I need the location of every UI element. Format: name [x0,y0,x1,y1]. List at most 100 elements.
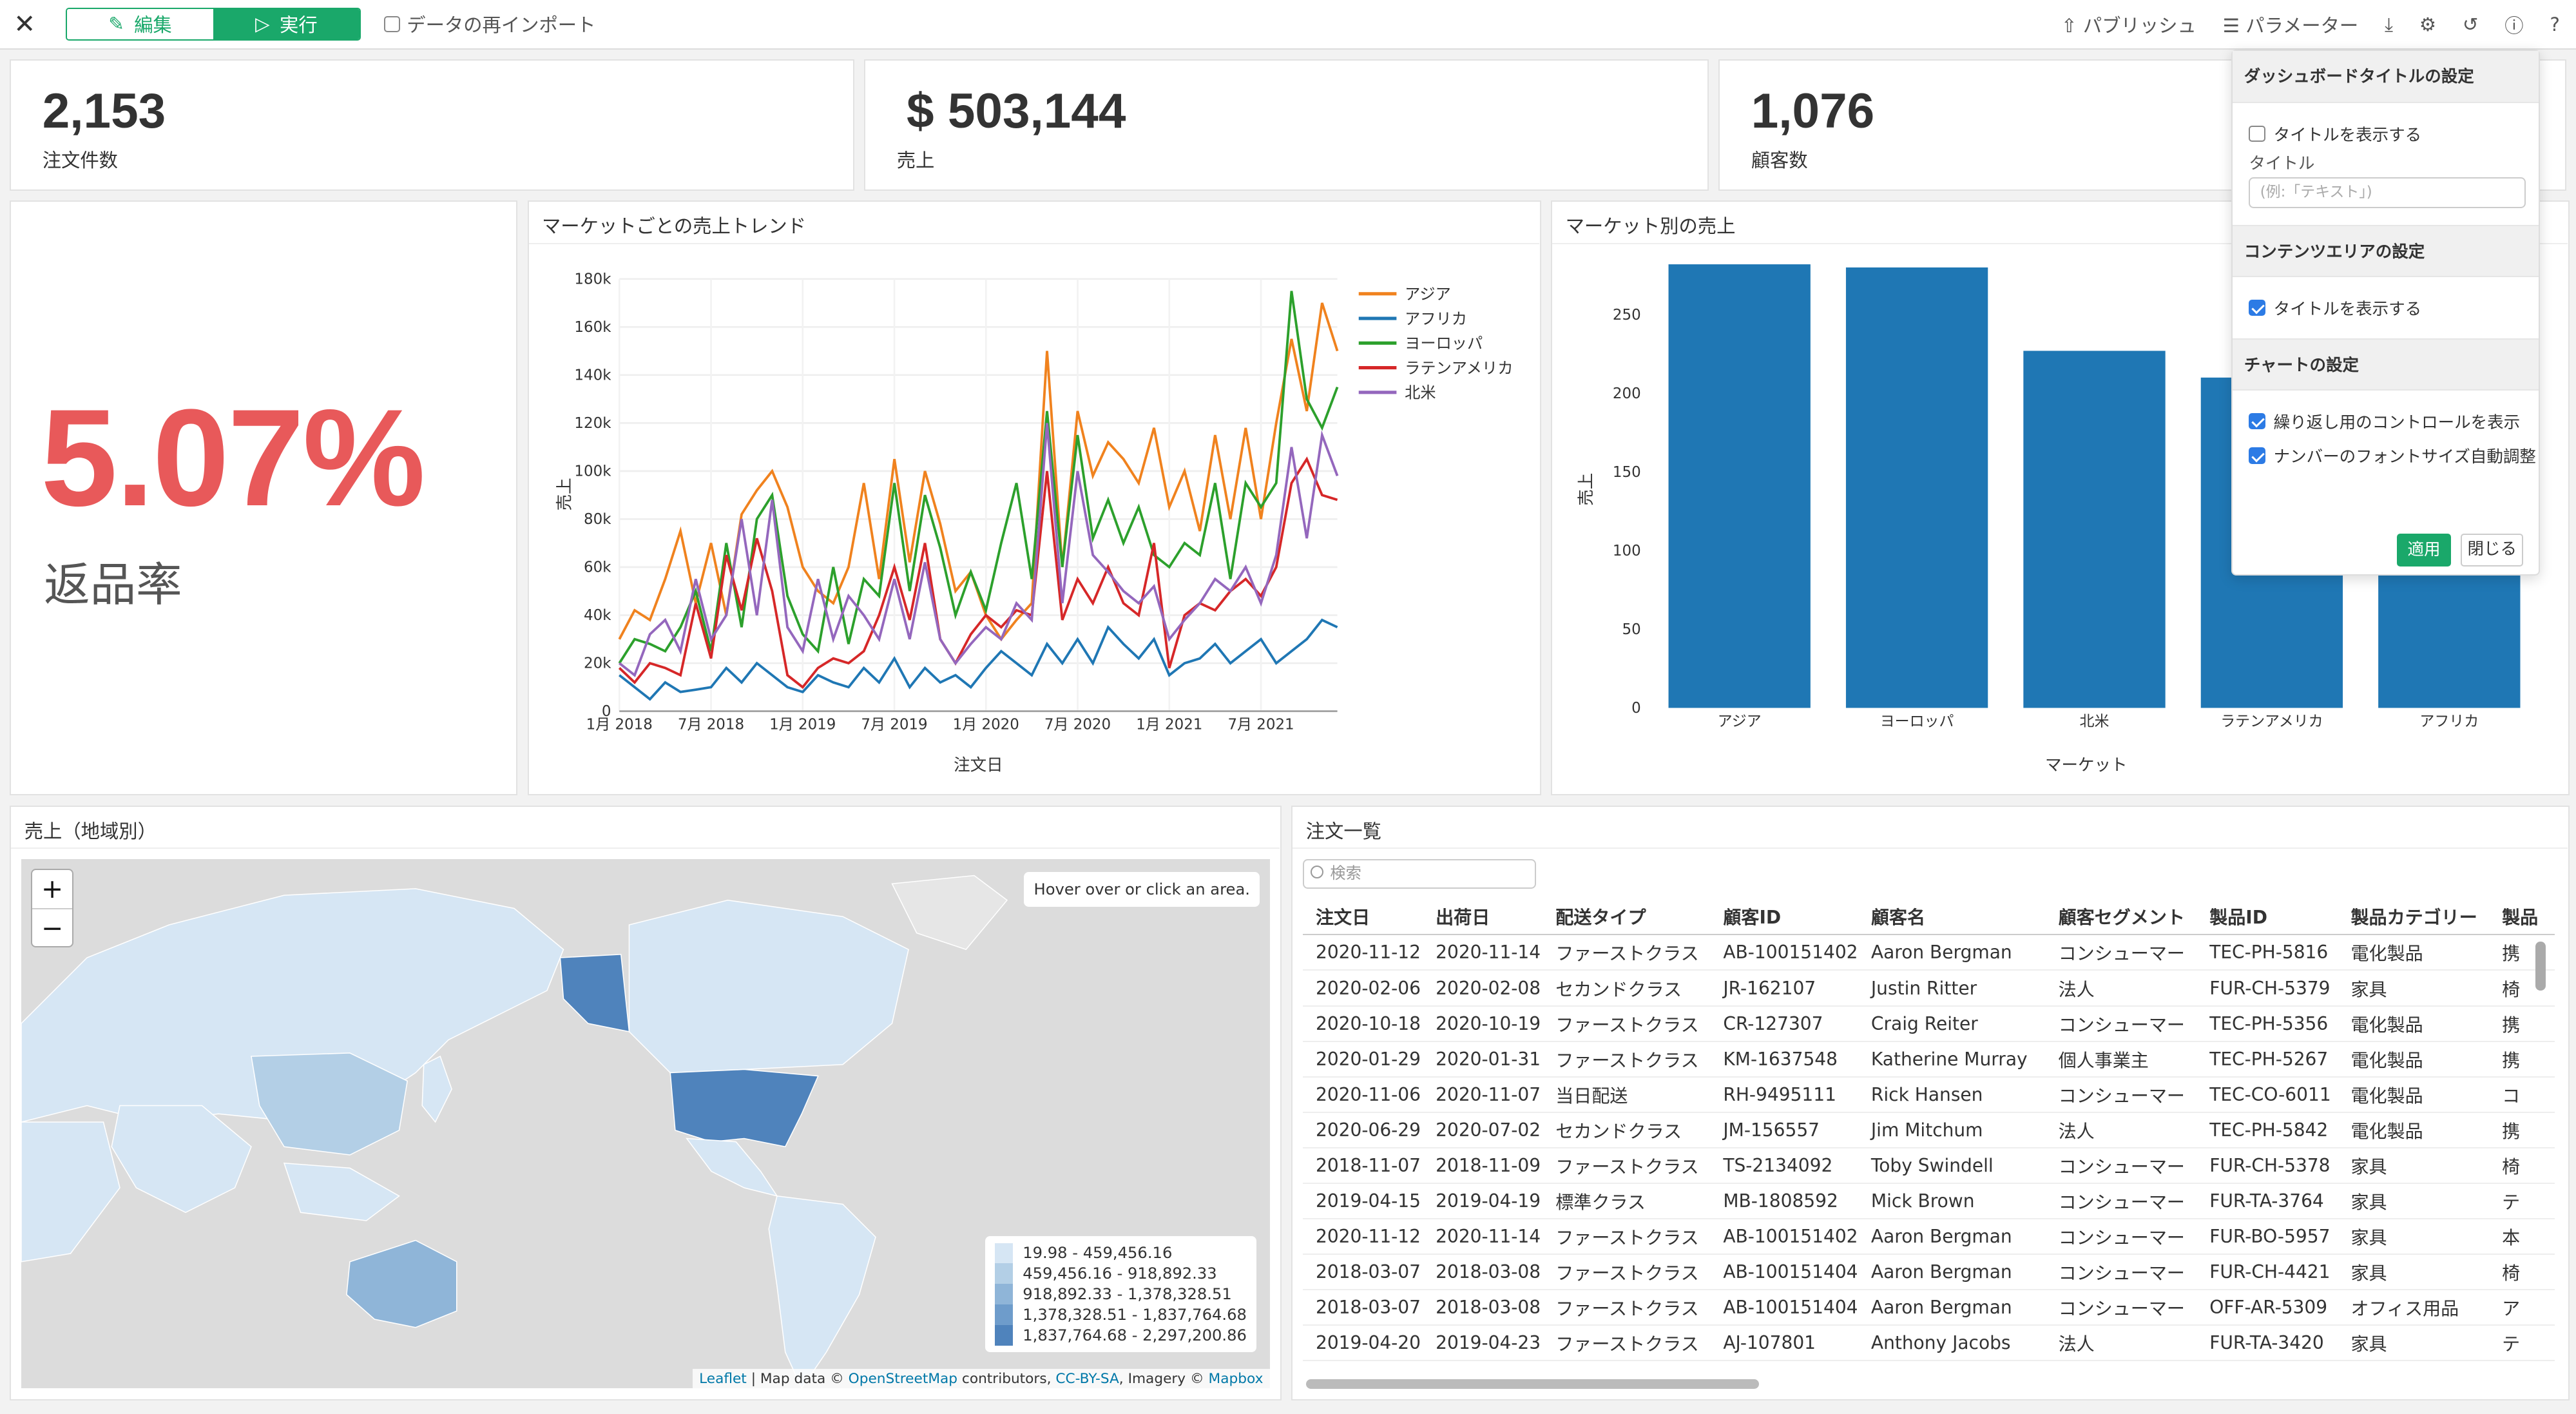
license-link[interactable]: CC-BY-SA [1055,1370,1119,1387]
region-middle-east[interactable] [21,1121,120,1263]
gear-icon[interactable]: ⚙ [2419,14,2437,36]
table-cell: 2020-07-02 [1422,1112,1543,1148]
help-icon[interactable]: ? [2550,14,2560,36]
series-line-1 [618,618,1338,701]
region-alaska[interactable] [559,954,630,1032]
region-south-america[interactable] [768,1196,876,1389]
legend-swatch [994,1243,1013,1264]
apply-button[interactable]: 適用 [2396,534,2452,567]
font-auto-option[interactable]: ナンバーのフォントサイズ自動調整 [2233,438,2539,473]
table-row[interactable]: 2018-03-07 2018-03-08 ファーストクラス AB-100151404… [1302,1290,2555,1326]
world-map[interactable]: + − Hover over or click an area. 19.98 -… [21,859,1270,1389]
map-shapes [21,875,1008,1389]
leaflet-link[interactable]: Leaflet [699,1370,747,1387]
region-japan[interactable] [421,1056,452,1123]
return-rate-value: 5.07% [41,381,425,536]
download-icon[interactable]: ⤓ [2385,13,2393,35]
zoom-out-button[interactable]: − [32,908,73,946]
info-icon[interactable]: ⓘ [2504,15,2524,37]
show-title2-option[interactable]: タイトルを表示する [2233,291,2539,325]
table-row[interactable]: 2018-03-07 2018-03-08 ファーストクラス AB-100151404… [1302,1254,2555,1291]
table-row[interactable]: 2019-04-15 2019-04-19 標準クラス MB-1808592 Mick … [1302,1183,2555,1219]
table-cell: ファーストクラス [1542,1325,1710,1362]
column-header[interactable]: 配送タイプ [1542,898,1710,936]
show-title-option[interactable]: タイトルを表示する [2233,116,2539,151]
table-cell: RH-9495111 [1709,1076,1858,1113]
column-header[interactable]: 製品カテゴリー [2338,898,2489,936]
table-cell: 電化製品 [2338,1112,2489,1148]
panel-divider [1552,242,2568,244]
table-row[interactable]: 2020-01-29 2020-01-31 ファーストクラス KM-1637548 Ka… [1302,1041,2555,1078]
table-cell: ファーストクラス [1542,935,1710,971]
edit-button[interactable]: ✎ 編集 [67,8,213,39]
table-cell: FUR-BO-5957 [2196,1219,2338,1255]
table-cell: 2018-03-07 [1302,1290,1423,1326]
column-header[interactable]: 顧客セグメント [2045,898,2196,936]
table-cell: Rick Hansen [1858,1076,2046,1113]
table-row[interactable]: 2018-11-07 2018-11-09 ファーストクラス TS-2134092 To… [1302,1147,2555,1184]
mapbox-link[interactable]: Mapbox [1208,1370,1264,1387]
y-tick-label: 250 [1613,307,1641,324]
region-china[interactable] [250,1052,408,1156]
vertical-scrollbar[interactable] [2535,941,2546,991]
region-greenland[interactable] [890,875,1008,951]
legend-label: 1,378,328.51 - 1,837,764.68 [1023,1306,1247,1324]
table-cell: Aaron Bergman [1858,1219,2046,1255]
table-row[interactable]: 2020-06-29 2020-07-02 セカンドクラス JM-156557 Jim … [1302,1112,2555,1148]
table-row[interactable]: 2020-10-18 2020-10-19 ファーストクラス CR-127307 Cra… [1302,1005,2555,1042]
publish-button[interactable]: ⇧ パブリッシュ [2061,11,2196,38]
table-cell: FUR-CH-5379 [2196,970,2338,1007]
kpi-orders-value: 2,153 [42,84,166,139]
horizontal-scrollbar[interactable] [1305,1379,1760,1390]
close-button[interactable]: 閉じる [2461,534,2524,567]
y-tick-label: 20k [584,655,611,672]
show-title2-checkbox[interactable] [2249,299,2265,316]
region-usa[interactable] [669,1069,819,1148]
show-title-checkbox[interactable] [2249,125,2265,142]
orders-table: 注文日 出荷日 配送タイプ 顧客ID 顧客名 顧客セグメント 製品ID 製品カテゴリー 製品 2… [1302,898,2555,1362]
history-icon[interactable]: ↺ [2462,14,2479,36]
reimport-checkbox[interactable]: データの再インポート [383,10,595,37]
region-se-asia[interactable] [283,1162,400,1221]
column-header[interactable]: 注文日 [1302,898,1423,936]
font-auto-label: ナンバーのフォントサイズ自動調整 [2273,447,2536,467]
font-auto-checkbox[interactable] [2249,447,2265,464]
run-label: 実行 [280,14,318,37]
osm-link[interactable]: OpenStreetMap [848,1370,958,1387]
table-cell: Craig Reiter [1858,1005,2046,1042]
repeat-control-option[interactable]: 繰り返し用のコントロールを表示 [2233,404,2539,439]
x-tick-label: ヨーロッパ [1880,713,1954,730]
table-cell: TEC-PH-5356 [2196,1005,2338,1042]
title-input[interactable]: (例:「テキスト」) [2249,177,2526,209]
region-canada[interactable] [628,900,909,1074]
close-icon[interactable]: ✕ [14,8,36,40]
map-legend: 19.98 - 459,456.16 459,456.16 - 918,892.3… [985,1236,1257,1353]
region-india[interactable] [111,1105,252,1214]
run-button[interactable]: ▷ 実行 [213,8,360,39]
table-row[interactable]: 2020-11-12 2020-11-14 ファーストクラス AB-100151402… [1302,1219,2555,1255]
table-cell: 2020-02-06 [1302,970,1423,1007]
zoom-in-button[interactable]: + [41,873,64,905]
checkbox-icon[interactable] [383,15,401,32]
table-row[interactable]: 2020-11-06 2020-11-07 当日配送 RH-9495111 Rick H… [1302,1076,2555,1113]
table-row[interactable]: 2020-11-12 2020-11-14 ファーストクラス AB-100151402… [1302,935,2555,971]
column-header[interactable]: 製品ID [2196,898,2338,936]
table-row[interactable]: 2019-04-20 2019-04-23 ファーストクラス AJ-107801 Ant… [1302,1325,2555,1362]
parameters-button[interactable]: ☰ パラメーター [2223,11,2359,38]
y-tick-label: 120k [574,415,611,432]
repeat-control-checkbox[interactable] [2249,412,2265,430]
table-cell: KM-1637548 [1709,1041,1858,1078]
column-header[interactable]: 顧客ID [1709,898,1858,936]
column-header[interactable]: 出荷日 [1422,898,1543,936]
table-row[interactable]: 2020-02-06 2020-02-08 セカンドクラス JR-162107 Just… [1302,970,2555,1007]
kpi-sales-label: 売上 [896,150,935,172]
region-australia[interactable] [345,1239,457,1328]
table-cell: ファーストクラス [1542,1219,1710,1255]
region-mexico[interactable] [685,1138,778,1197]
search-input[interactable]: 検索 [1302,859,1536,889]
column-header[interactable]: 顧客名 [1858,898,2046,936]
kpi-customers-label: 顧客数 [1751,150,1808,172]
column-header[interactable]: 製品 [2488,898,2555,936]
attribution-text: | Map data © [746,1370,849,1387]
content-area-settings-header: コンテンツエリアの設定 [2232,224,2539,278]
